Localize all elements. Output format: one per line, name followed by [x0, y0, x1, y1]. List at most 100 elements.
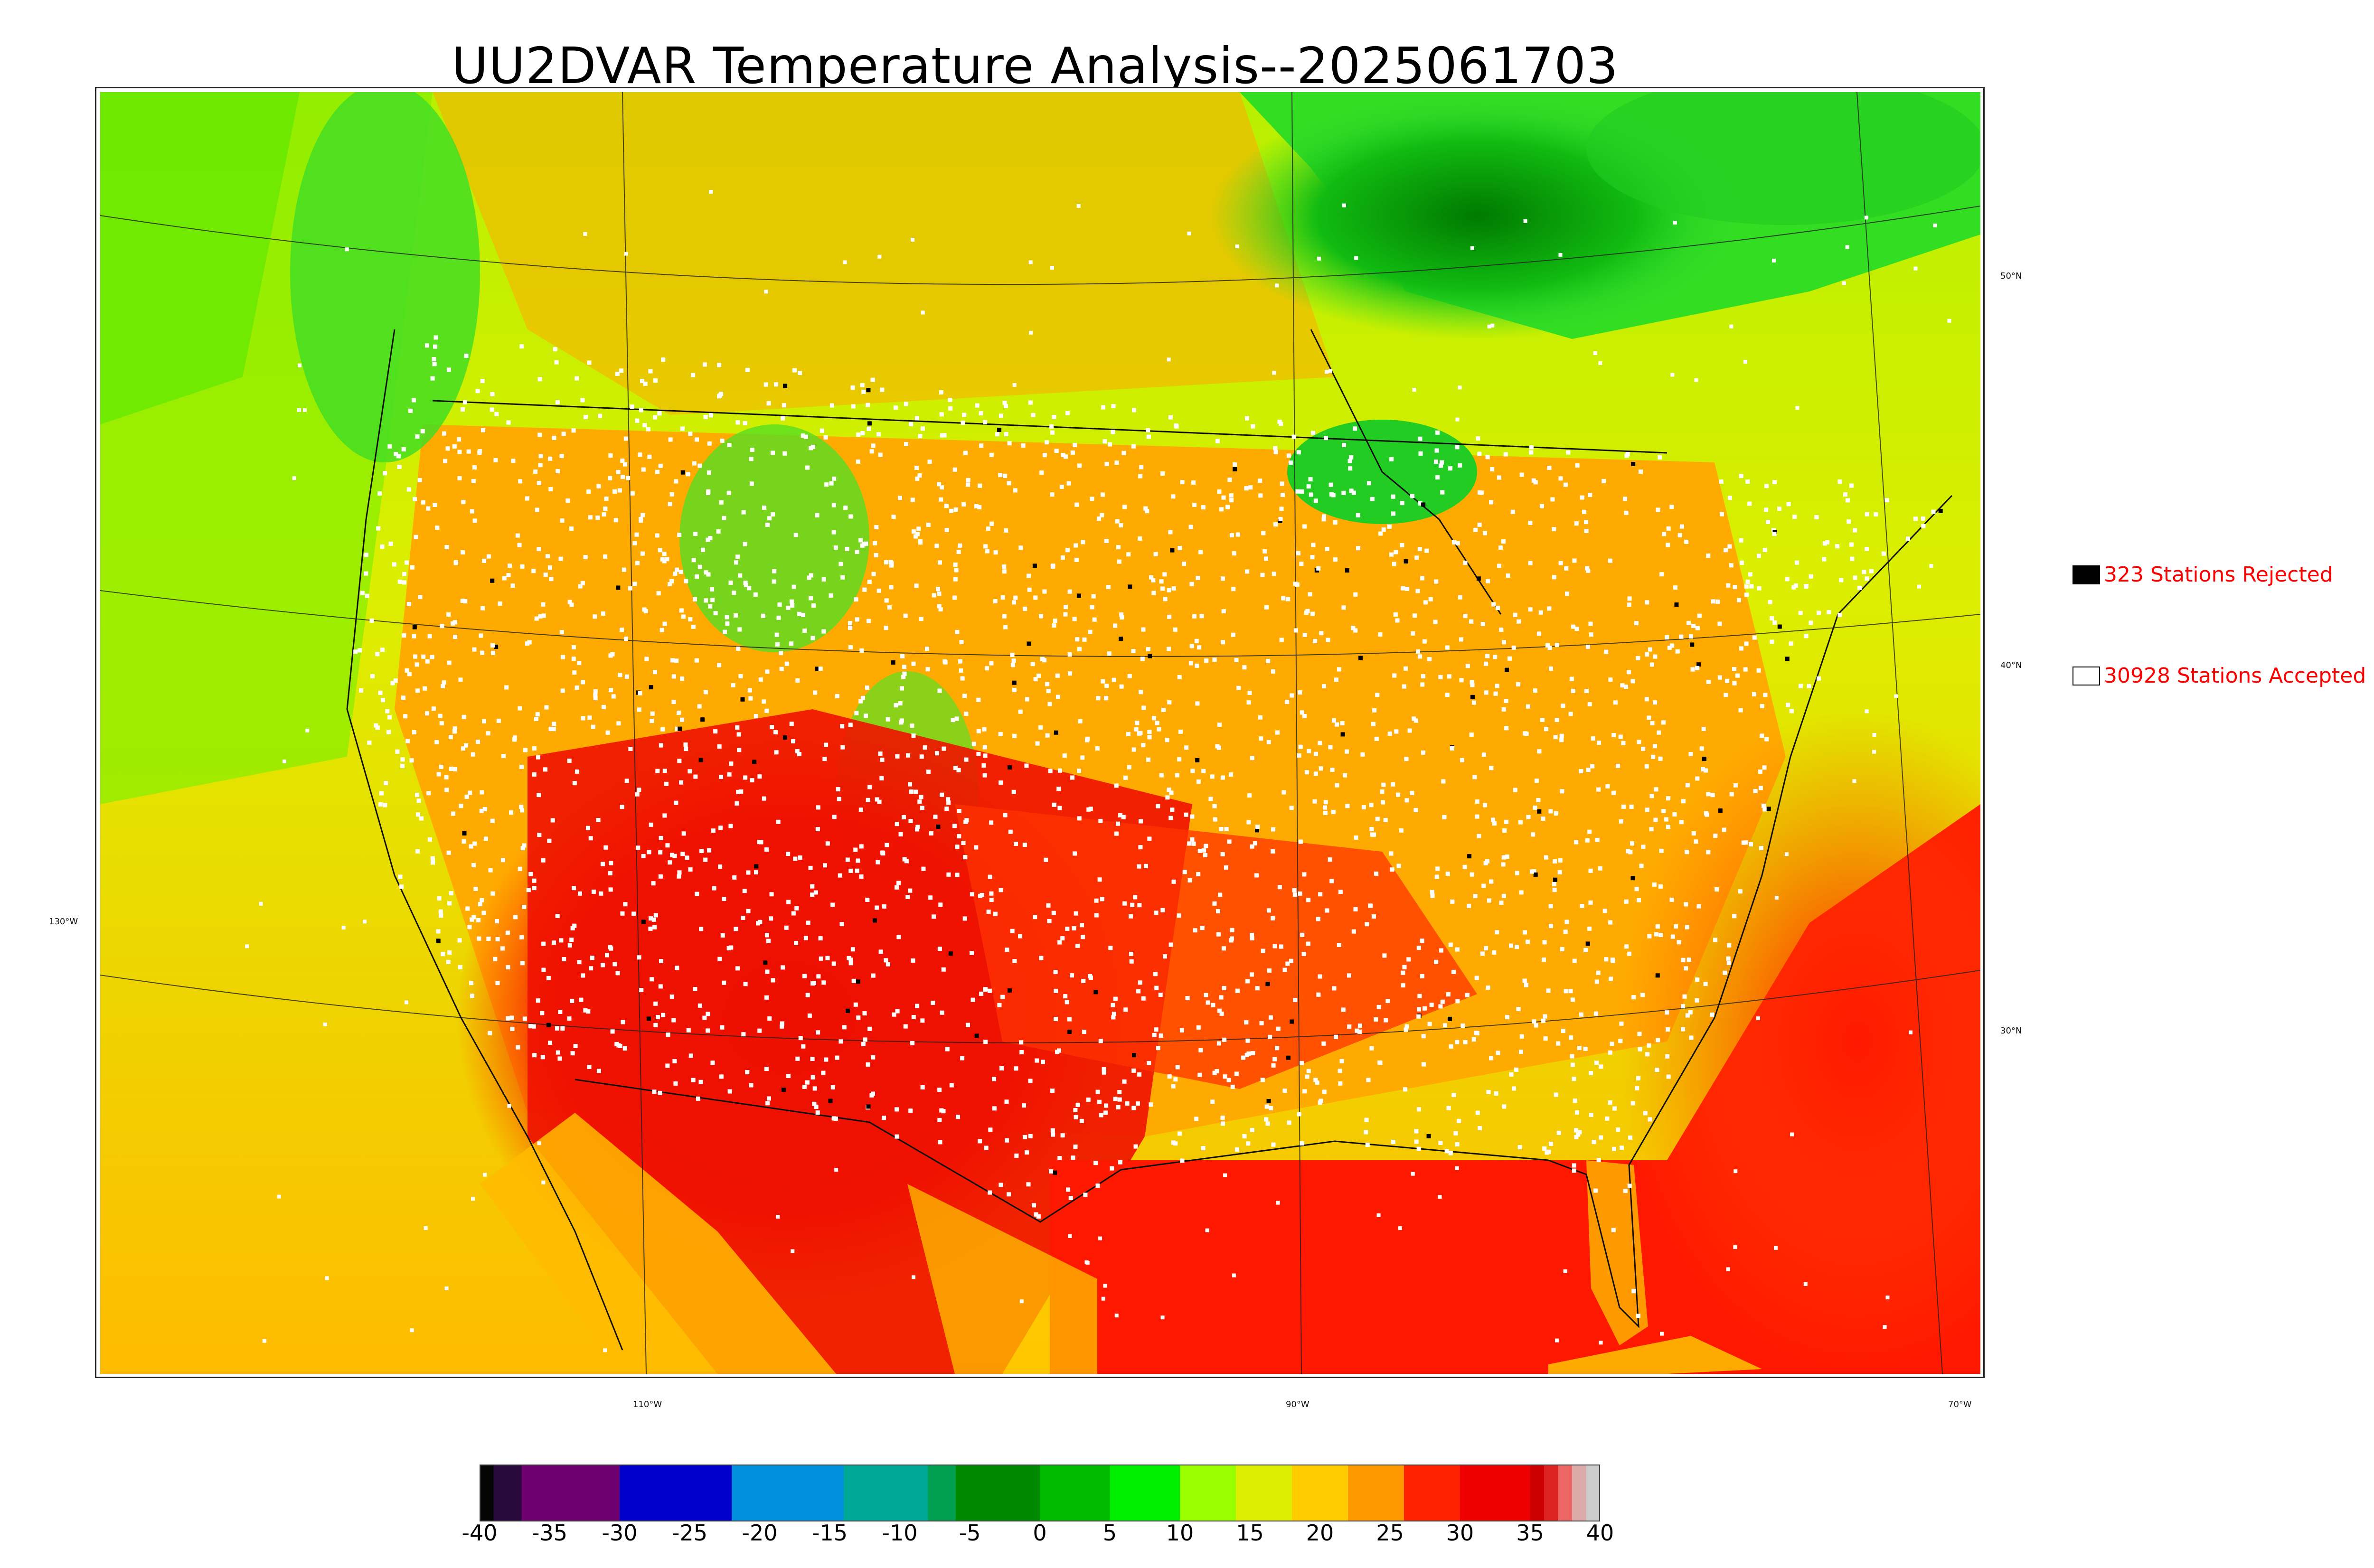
station-marker — [867, 785, 872, 789]
station-marker — [871, 973, 876, 978]
station-marker — [1770, 616, 1774, 620]
station-marker — [1869, 569, 1874, 573]
station-marker — [482, 558, 487, 563]
station-marker — [522, 904, 527, 909]
station-marker — [1271, 1142, 1276, 1147]
station-marker — [1509, 943, 1514, 948]
station-marker — [1204, 844, 1208, 848]
station-marker — [1695, 977, 1700, 982]
station-marker — [1883, 1325, 1887, 1329]
station-marker — [782, 451, 787, 456]
station-marker — [798, 371, 802, 376]
station-marker — [848, 723, 853, 727]
station-marker — [1391, 511, 1396, 516]
station-marker — [1259, 736, 1263, 741]
station-marker — [1849, 542, 1854, 547]
lat-label-40n: 40°N — [2000, 660, 2022, 670]
station-marker — [814, 1104, 819, 1109]
station-marker — [1032, 1203, 1036, 1208]
station-marker — [1011, 789, 1016, 794]
station-marker — [392, 562, 396, 567]
station-marker — [1371, 722, 1376, 726]
station-marker — [1594, 979, 1599, 984]
station-marker — [1489, 766, 1494, 770]
station-marker — [441, 952, 445, 957]
station-marker — [1575, 463, 1580, 468]
station-marker — [706, 1012, 710, 1016]
station-marker — [1589, 632, 1594, 637]
station-marker — [385, 709, 390, 714]
colorbar-segment — [844, 1465, 928, 1521]
station-marker — [1404, 1027, 1408, 1032]
station-marker — [1759, 845, 1763, 850]
station-marker — [1014, 1153, 1019, 1158]
station-marker — [764, 290, 768, 294]
station-marker — [803, 434, 808, 439]
station-marker — [1641, 845, 1646, 849]
station-marker — [298, 363, 302, 367]
station-marker — [668, 437, 673, 442]
station-marker — [1071, 1155, 1075, 1160]
station-marker — [1548, 666, 1553, 671]
station-marker — [1631, 1289, 1636, 1294]
station-marker — [869, 1093, 874, 1098]
station-marker — [1198, 1048, 1203, 1052]
station-marker — [946, 872, 951, 877]
station-marker — [532, 746, 537, 751]
station-marker — [1182, 562, 1187, 566]
station-marker — [1156, 1046, 1160, 1051]
station-marker — [961, 421, 965, 425]
station-marker — [1185, 996, 1190, 1001]
station-marker — [985, 549, 989, 554]
station-marker — [720, 438, 725, 443]
station-marker — [490, 818, 495, 823]
station-marker — [1605, 784, 1610, 789]
station-marker — [587, 360, 592, 365]
station-marker — [557, 1056, 562, 1061]
station-marker — [1323, 800, 1328, 805]
station-marker — [562, 957, 566, 961]
station-marker — [1218, 892, 1223, 897]
station-marker — [1798, 684, 1803, 688]
station-marker — [1340, 721, 1345, 726]
station-marker — [917, 799, 922, 804]
station-marker — [1491, 602, 1496, 607]
station-marker — [831, 961, 836, 966]
colorbar-segment — [1292, 1465, 1348, 1521]
station-marker — [966, 482, 970, 487]
station-marker — [1608, 558, 1612, 563]
station-marker — [1258, 493, 1263, 498]
station-marker — [816, 974, 821, 979]
station-marker — [395, 749, 400, 754]
station-marker — [940, 1010, 944, 1015]
station-marker — [490, 650, 495, 655]
station-marker — [505, 930, 510, 935]
station-marker — [741, 1032, 746, 1037]
station-marker — [1057, 806, 1062, 810]
station-marker — [1772, 480, 1777, 485]
station-marker — [1574, 1135, 1579, 1139]
station-marker — [993, 599, 998, 604]
station-marker — [831, 530, 836, 535]
station-marker — [978, 483, 982, 488]
station-marker — [713, 729, 718, 734]
station-marker — [1341, 490, 1346, 495]
station-marker — [1502, 828, 1507, 833]
station-marker — [1586, 568, 1591, 573]
station-marker — [765, 1101, 770, 1106]
station-marker — [936, 824, 941, 829]
station-marker — [738, 674, 743, 678]
station-marker — [1445, 645, 1450, 650]
station-marker — [861, 389, 866, 394]
station-marker — [1012, 959, 1017, 964]
station-marker — [1561, 704, 1565, 708]
station-marker — [974, 504, 979, 508]
station-marker — [1323, 805, 1328, 810]
station-marker — [812, 1101, 817, 1106]
station-marker — [482, 719, 487, 723]
station-marker — [673, 1081, 678, 1086]
station-marker — [1548, 904, 1553, 909]
station-marker — [646, 1016, 651, 1021]
station-marker — [659, 959, 664, 964]
station-marker — [397, 465, 402, 469]
